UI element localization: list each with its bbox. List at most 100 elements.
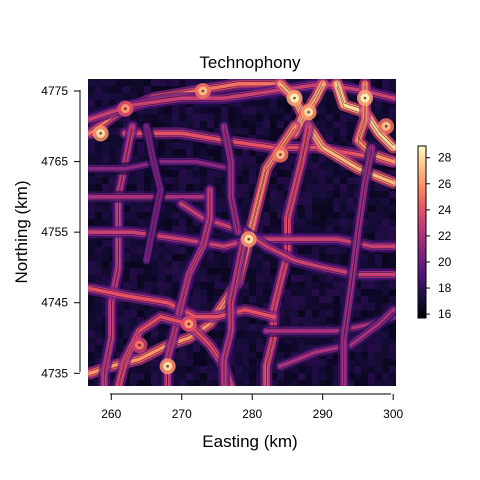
noise-cell: [207, 380, 214, 386]
noise-cell: [291, 247, 298, 254]
noise-cell: [270, 170, 277, 177]
noise-cell: [130, 282, 137, 289]
noise-cell: [214, 380, 221, 386]
noise-cell: [263, 191, 270, 198]
noise-cell: [102, 240, 109, 247]
noise-cell: [354, 184, 361, 191]
noise-cell: [284, 163, 291, 170]
noise-cell: [242, 366, 249, 373]
noise-cell: [186, 114, 193, 121]
noise-cell: [200, 380, 207, 386]
noise-cell: [340, 191, 347, 198]
noise-cell: [186, 177, 193, 184]
noise-cell: [382, 191, 389, 198]
noise-cell: [382, 86, 389, 93]
noise-cell: [382, 254, 389, 261]
noise-cell: [179, 219, 186, 226]
noise-cell: [312, 254, 319, 261]
noise-cell: [284, 282, 291, 289]
noise-cell: [158, 142, 165, 149]
noise-cell: [228, 359, 235, 366]
noise-cell: [340, 128, 347, 135]
noise-cell: [354, 310, 361, 317]
noise-cell: [326, 373, 333, 380]
noise-cell: [347, 380, 354, 386]
noise-cell: [214, 324, 221, 331]
noise-cell: [389, 380, 396, 386]
noise-cell: [200, 121, 207, 128]
noise-cell: [137, 212, 144, 219]
noise-cell: [123, 86, 130, 93]
noise-cell: [116, 135, 123, 142]
noise-cell: [109, 156, 116, 163]
noise-cell: [95, 352, 102, 359]
noise-cell: [340, 114, 347, 121]
noise-cell: [235, 100, 242, 107]
noise-cell: [319, 163, 326, 170]
noise-cell: [88, 93, 95, 100]
noise-cell: [137, 275, 144, 282]
noise-cell: [382, 289, 389, 296]
noise-cell: [144, 275, 151, 282]
noise-cell: [179, 359, 186, 366]
noise-cell: [354, 303, 361, 310]
noise-cell: [305, 156, 312, 163]
noise-cell: [375, 338, 382, 345]
noise-cell: [172, 261, 179, 268]
noise-cell: [137, 121, 144, 128]
noise-cell: [214, 373, 221, 380]
noise-cell: [347, 184, 354, 191]
noise-cell: [368, 198, 375, 205]
noise-cell: [277, 114, 284, 121]
noise-cell: [284, 289, 291, 296]
noise-cell: [193, 149, 200, 156]
noise-cell: [207, 303, 214, 310]
noise-cell: [109, 373, 116, 380]
noise-cell: [193, 79, 200, 86]
noise-cell: [186, 149, 193, 156]
noise-cell: [298, 212, 305, 219]
noise-cell: [389, 289, 396, 296]
noise-cell: [368, 184, 375, 191]
noise-cell: [186, 79, 193, 86]
noise-cell: [333, 128, 340, 135]
noise-cell: [151, 79, 158, 86]
noise-cell: [368, 135, 375, 142]
noise-cell: [193, 121, 200, 128]
noise-cell: [284, 303, 291, 310]
noise-cell: [242, 149, 249, 156]
noise-cell: [130, 247, 137, 254]
hotspot-9: [180, 315, 197, 332]
noise-cell: [291, 380, 298, 386]
noise-cell: [242, 100, 249, 107]
noise-cell: [95, 338, 102, 345]
noise-cell: [375, 310, 382, 317]
noise-cell: [235, 352, 242, 359]
noise-cell: [368, 282, 375, 289]
noise-cell: [389, 233, 396, 240]
noise-cell: [123, 79, 130, 86]
noise-cell: [137, 93, 144, 100]
noise-cell: [95, 79, 102, 86]
noise-cell: [361, 352, 368, 359]
noise-cell: [368, 254, 375, 261]
noise-cell: [207, 268, 214, 275]
noise-cell: [291, 296, 298, 303]
hotspot-11: [131, 337, 148, 354]
noise-cell: [158, 226, 165, 233]
noise-cell: [123, 212, 130, 219]
noise-cell: [270, 100, 277, 107]
noise-cell: [102, 93, 109, 100]
noise-cell: [200, 142, 207, 149]
noise-cell: [151, 366, 158, 373]
noise-cell: [88, 345, 95, 352]
noise-cell: [151, 338, 158, 345]
noise-cell: [340, 247, 347, 254]
noise-cell: [144, 303, 151, 310]
noise-cell: [347, 226, 354, 233]
noise-cell: [221, 107, 228, 114]
noise-cell: [95, 254, 102, 261]
noise-cell: [214, 212, 221, 219]
noise-cell: [242, 156, 249, 163]
noise-cell: [326, 100, 333, 107]
